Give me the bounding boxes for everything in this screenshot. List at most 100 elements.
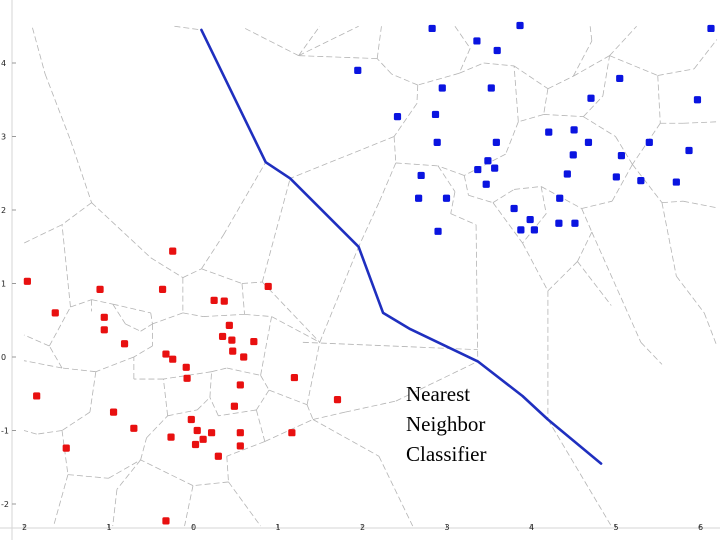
voronoi-edge [483, 62, 515, 67]
voronoi-edge [577, 261, 612, 306]
voronoi-edge [150, 257, 184, 278]
voronoi-edge [543, 88, 549, 115]
voronoi-edge [632, 123, 661, 165]
red-class-point [193, 426, 201, 435]
voronoi-edge [218, 409, 257, 417]
voronoi-edge [391, 73, 418, 86]
red-class-point [130, 424, 138, 432]
blue-class-point [415, 194, 423, 202]
red-class-point [183, 374, 191, 382]
voronoi-edge [661, 202, 677, 277]
red-class-point [100, 326, 108, 334]
blue-class-point [474, 165, 482, 174]
voronoi-edge [450, 191, 456, 214]
voronoi-edge [70, 299, 92, 308]
voronoi-edge [260, 375, 270, 391]
voronoi-edge [150, 312, 153, 324]
voronoi-edge [203, 313, 245, 317]
voronoi-edge [522, 242, 549, 292]
voronoi-edge [112, 303, 151, 314]
blue-class-point [685, 146, 693, 155]
blue-class-point [584, 138, 593, 146]
x-tick-label: 6 [698, 523, 703, 532]
voronoi-edge [306, 404, 314, 420]
voronoi-edge [167, 409, 198, 417]
voronoi-edge [376, 58, 392, 75]
x-tick-label: 3 [445, 523, 450, 532]
voronoi-edge [67, 474, 109, 479]
red-class-point [33, 392, 41, 400]
voronoi-edge [201, 234, 224, 270]
voronoi-edge [505, 121, 519, 155]
voronoi-edge [271, 316, 320, 343]
red-class-point [169, 247, 177, 255]
blue-class-point [693, 96, 702, 104]
x-tick-labels: 2 1 0 1 2 3 4 5 6 [22, 523, 703, 532]
blue-class-point [484, 157, 492, 165]
voronoi-edge [112, 489, 118, 527]
blue-class-point [707, 24, 715, 33]
voronoi-edge [319, 246, 359, 343]
voronoi-edge [609, 25, 637, 56]
voronoi-edge [518, 114, 544, 123]
voronoi-edge [514, 186, 542, 190]
y-tick-label: 0 [1, 353, 6, 362]
voronoi-edge [602, 55, 610, 97]
voronoi-edge [475, 224, 479, 362]
voronoi-edge [53, 474, 69, 527]
voronoi-edge [192, 481, 229, 487]
voronoi-edge [228, 481, 261, 527]
voronoi-edge [226, 367, 261, 376]
voronoi-edge [298, 26, 321, 56]
voronoi-edge [581, 200, 613, 209]
voronoi-edge [298, 55, 378, 59]
voronoi-edge [61, 367, 96, 373]
voronoi-edge [255, 409, 266, 442]
red-class-point [199, 435, 207, 443]
y-tick-label: -2 [1, 500, 9, 509]
red-class-point [240, 353, 248, 361]
blue-class-point [354, 66, 362, 74]
voronoi-edge [226, 441, 265, 457]
voronoi-edge [298, 25, 359, 57]
voronoi-edge [133, 345, 153, 358]
voronoi-edge [577, 231, 593, 262]
voronoi-edge [468, 194, 494, 204]
voronoi-edge [23, 224, 63, 244]
voronoi-edge [312, 411, 346, 420]
voronoi-edge [89, 371, 97, 413]
voronoi-edge [209, 371, 212, 398]
blue-class-point [428, 24, 436, 33]
voronoi-edge [417, 72, 460, 86]
red-class-point [250, 337, 258, 346]
y-tick-label: -1 [1, 427, 9, 436]
annotation-line-1: Nearest [406, 382, 470, 406]
voronoi-edge [243, 27, 299, 57]
voronoi-edge [683, 200, 717, 209]
y-tick-label: 4 [1, 59, 6, 68]
blue-class-point [672, 178, 680, 186]
red-class-point [290, 373, 298, 382]
red-class-point [109, 408, 118, 416]
voronoi-edge [268, 389, 308, 406]
voronoi-edge [49, 345, 63, 369]
y-tick-label: 3 [1, 133, 6, 142]
voronoi-edge [583, 116, 616, 137]
decision-boundary-line [200, 28, 603, 465]
voronoi-edge [70, 140, 92, 203]
blue-class-point [570, 126, 578, 134]
voronoi-edge [378, 162, 397, 203]
voronoi-edge [23, 360, 63, 369]
voronoi-edge [547, 75, 574, 90]
voronoi-edge [182, 312, 204, 317]
blue-class-point [491, 164, 499, 172]
blue-class-point [645, 138, 653, 146]
voronoi-edge [543, 114, 584, 118]
y-tick-label: 2 [1, 206, 6, 215]
red-class-point [96, 285, 104, 293]
blue-class-point [526, 215, 534, 224]
blue-class-point [473, 37, 481, 45]
voronoi-edge [459, 62, 484, 74]
voronoi-edges [23, 25, 718, 527]
voronoi-edge [116, 459, 141, 490]
